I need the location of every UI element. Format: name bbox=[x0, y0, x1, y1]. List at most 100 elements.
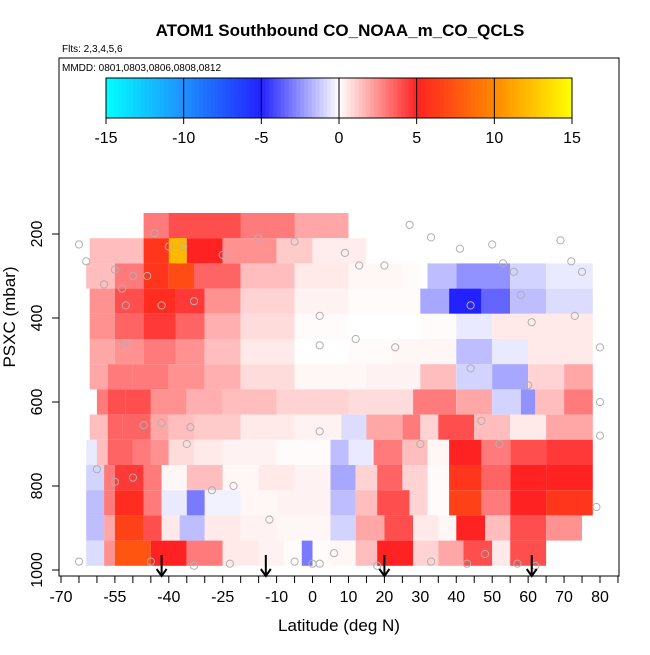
colorbar-swatch bbox=[513, 78, 519, 118]
heatmap-cell bbox=[104, 515, 115, 541]
heatmap-cell bbox=[114, 313, 144, 339]
colorbar-swatch bbox=[393, 78, 398, 118]
heatmap-cell bbox=[546, 263, 593, 289]
heatmap-cell bbox=[240, 515, 277, 541]
heatmap-cell bbox=[222, 465, 259, 491]
colorbar-swatch bbox=[218, 78, 224, 118]
colorbar-swatch bbox=[152, 78, 158, 118]
colorbar-swatch bbox=[451, 78, 457, 118]
heatmap-cell bbox=[150, 540, 187, 566]
sample-point bbox=[315, 559, 324, 568]
sample-point bbox=[527, 318, 536, 327]
heatmap-cell bbox=[294, 213, 349, 239]
colorbar-swatch bbox=[315, 78, 321, 118]
sample-point bbox=[524, 381, 533, 390]
sample-point bbox=[146, 557, 155, 566]
heatmap-cell bbox=[366, 364, 421, 390]
heatmap-cell bbox=[546, 414, 593, 440]
sample-point bbox=[179, 242, 188, 251]
x-tick-label: 0 bbox=[308, 589, 317, 606]
sample-point bbox=[110, 265, 120, 274]
heatmap-cell bbox=[413, 515, 439, 541]
colorbar-swatch bbox=[521, 78, 526, 118]
heatmap-cell bbox=[96, 439, 108, 465]
heatmap-cell bbox=[122, 414, 151, 440]
sample-point bbox=[74, 557, 84, 566]
heatmap-cell bbox=[168, 364, 205, 390]
colorbar-swatch bbox=[327, 78, 332, 118]
sample-point bbox=[143, 271, 152, 281]
heatmap-cell bbox=[107, 439, 133, 465]
dates-note: MMDD: 0801,0803,0806,0808,0812 bbox=[62, 63, 221, 74]
heatmap-cell bbox=[276, 238, 313, 264]
heatmap-cell bbox=[258, 540, 284, 566]
colorbar-swatch bbox=[385, 78, 391, 118]
heatmap-cell bbox=[283, 540, 302, 566]
heatmap-cell bbox=[510, 288, 547, 314]
colorbar-swatch bbox=[346, 78, 352, 118]
heatmap-cell bbox=[384, 515, 414, 541]
y-tick-label: 800 bbox=[29, 473, 46, 500]
x-tick-label: 10 bbox=[340, 589, 358, 606]
colorbar-swatch bbox=[288, 78, 293, 118]
colorbar-swatch bbox=[137, 78, 142, 118]
colorbar-swatch bbox=[401, 78, 406, 118]
heatmap-cell bbox=[391, 339, 457, 365]
colorbar-swatch bbox=[412, 78, 418, 118]
colorbar-swatch bbox=[358, 78, 363, 118]
sample-point bbox=[182, 439, 191, 449]
heatmap-cell bbox=[420, 414, 439, 440]
colorbar-swatch bbox=[537, 78, 542, 118]
heatmap-cell bbox=[377, 540, 414, 566]
y-tick-label: 200 bbox=[29, 221, 46, 248]
heatmap-cell bbox=[456, 313, 493, 339]
heatmap-cell bbox=[186, 540, 223, 566]
colorbar-swatch bbox=[269, 78, 274, 118]
x-tick-label: -70 bbox=[49, 589, 72, 606]
colorbar-swatch bbox=[300, 78, 305, 118]
heatmap-cell bbox=[366, 414, 403, 440]
x-tick-label: 40 bbox=[447, 589, 465, 606]
y-tick-label: 400 bbox=[29, 305, 46, 332]
heatmap-cell bbox=[294, 364, 367, 390]
heatmap-cell bbox=[114, 540, 151, 566]
heatmap-cell bbox=[107, 389, 126, 415]
heatmap-cell bbox=[89, 238, 144, 264]
heatmap-cell bbox=[402, 414, 421, 440]
sample-point bbox=[477, 416, 486, 425]
colorbar-swatch bbox=[432, 78, 437, 118]
heatmap-cell bbox=[456, 389, 493, 415]
sample-point bbox=[265, 515, 274, 524]
colorbar-swatch bbox=[335, 78, 340, 118]
heatmap-cell bbox=[481, 288, 511, 314]
heatmap-cell bbox=[222, 238, 277, 264]
colorbar-tick-label: 5 bbox=[412, 130, 421, 147]
heatmap-cell bbox=[204, 288, 241, 314]
colorbar-swatch bbox=[160, 78, 165, 118]
heatmap-cell bbox=[204, 515, 241, 541]
sample-point bbox=[495, 439, 504, 449]
colorbar-swatch bbox=[296, 78, 301, 118]
colorbar-swatch bbox=[443, 78, 449, 118]
heatmap-cell bbox=[104, 540, 115, 566]
colorbar-swatch bbox=[109, 78, 115, 118]
heatmap-cell bbox=[330, 439, 349, 465]
heatmap-cell bbox=[240, 364, 295, 390]
colorbar-tick-label: 15 bbox=[563, 130, 581, 147]
colorbar-swatch bbox=[183, 78, 189, 118]
colorbar-swatch bbox=[195, 78, 200, 118]
heatmap-cell bbox=[114, 288, 144, 314]
sample-point bbox=[100, 280, 109, 289]
colorbar-swatch bbox=[350, 78, 356, 118]
heatmap-cell bbox=[204, 313, 241, 339]
heatmap-cell bbox=[240, 339, 295, 365]
heatmap-cell bbox=[125, 389, 151, 415]
heatmap-cell bbox=[510, 515, 547, 541]
colorbar-swatch bbox=[319, 78, 325, 118]
heatmap-cell bbox=[161, 490, 187, 516]
heatmap-cell bbox=[104, 490, 115, 516]
x-tick-label: 60 bbox=[519, 589, 537, 606]
colorbar-swatch bbox=[156, 78, 161, 118]
colorbar-swatch bbox=[471, 78, 476, 118]
